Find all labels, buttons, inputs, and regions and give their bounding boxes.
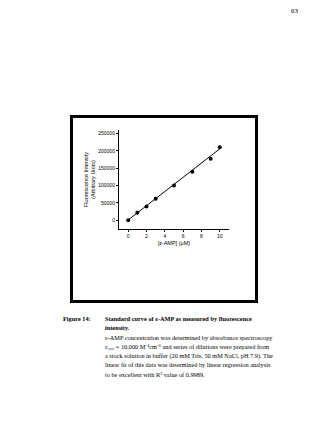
svg-text:0: 0	[112, 217, 115, 223]
html-text:63: 63	[291, 7, 298, 15]
svg-text:100000: 100000	[98, 182, 115, 188]
html-text:Standard curve of ε-AMP as mea: Standard curve of ε-AMP as measured by f…	[105, 315, 252, 332]
svg-text:6: 6	[182, 233, 185, 239]
svg-text:50000: 50000	[101, 200, 115, 206]
svg-text:200000: 200000	[98, 148, 115, 154]
svg-text:150000: 150000	[98, 165, 115, 171]
svg-text:8: 8	[200, 233, 203, 239]
svg-text:2: 2	[145, 233, 148, 239]
svg-text:0: 0	[127, 233, 130, 239]
svg-text:4: 4	[163, 233, 166, 239]
svg-text:10: 10	[217, 233, 223, 239]
svg-text:[ε-AMP] (μM): [ε-AMP] (μM)	[158, 240, 190, 246]
html-text:ε-AMP concentration was determ: ε-AMP concentration was determined by ab…	[105, 333, 273, 378]
html-text:Figure 14:: Figure 14:	[63, 315, 91, 322]
svg-text:250000: 250000	[98, 130, 115, 136]
svg-text:Fluorescence Intensity(Arbitra: Fluorescence Intensity(Arbitrary Units)	[83, 152, 96, 207]
